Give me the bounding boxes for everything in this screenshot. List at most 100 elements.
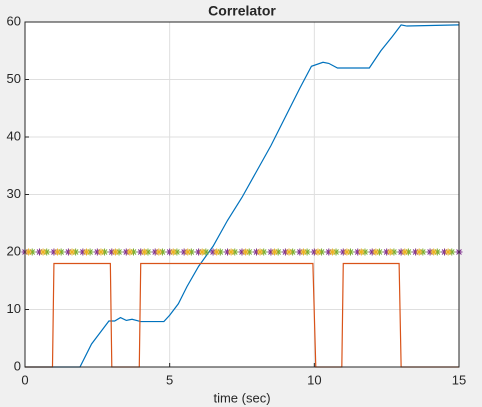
star-marker <box>224 248 232 256</box>
star-marker <box>216 248 224 256</box>
star-marker <box>50 248 58 256</box>
star-marker <box>144 248 152 256</box>
star-marker <box>354 248 362 256</box>
star-marker <box>383 248 391 256</box>
line-series <box>25 24 460 368</box>
star-marker <box>267 248 275 256</box>
star-marker <box>314 248 322 256</box>
star-marker <box>419 248 427 256</box>
star-marker <box>368 248 376 256</box>
star-marker <box>86 248 94 256</box>
star-marker <box>242 248 250 256</box>
x-tick-label: 15 <box>452 372 466 387</box>
star-marker <box>245 248 253 256</box>
star-marker <box>202 248 210 256</box>
star-marker <box>260 248 268 256</box>
star-marker <box>310 248 318 256</box>
star-marker <box>213 248 221 256</box>
star-marker <box>444 248 452 256</box>
star-marker <box>303 248 311 256</box>
star-marker <box>325 248 333 256</box>
star-marker <box>372 248 380 256</box>
star-marker <box>401 248 409 256</box>
star-marker <box>426 248 434 256</box>
star-marker <box>386 248 394 256</box>
star-marker <box>289 248 297 256</box>
y-tick-label: 40 <box>7 128 21 143</box>
star-marker <box>39 248 47 256</box>
star-marker <box>227 248 235 256</box>
star-marker <box>82 248 90 256</box>
star-marker <box>57 248 65 256</box>
chart-title: Correlator <box>208 3 276 19</box>
star-marker <box>140 248 148 256</box>
star-marker <box>252 248 260 256</box>
star-marker <box>115 248 123 256</box>
star-marker <box>441 248 449 256</box>
star-marker <box>101 248 109 256</box>
star-marker <box>130 248 137 256</box>
star-marker <box>155 248 163 256</box>
star-marker <box>198 248 206 256</box>
star-marker <box>184 248 192 256</box>
star-marker <box>111 248 119 256</box>
star-marker <box>343 248 351 256</box>
star-marker <box>231 248 239 256</box>
line-series <box>25 262 459 368</box>
y-tick-label: 20 <box>7 243 21 258</box>
y-tick-label: 60 <box>7 13 21 28</box>
star-marker <box>151 248 159 256</box>
star-marker <box>180 248 188 256</box>
star-marker <box>430 248 438 256</box>
star-marker <box>285 248 293 256</box>
x-axis-label: time (sec) <box>213 390 270 405</box>
star-marker <box>357 248 365 256</box>
star-marker <box>347 248 354 256</box>
star-marker <box>274 248 282 256</box>
star-marker <box>238 248 246 256</box>
star-marker <box>187 248 195 256</box>
star-marker <box>332 248 340 256</box>
star-marker <box>296 248 304 256</box>
y-tick-label: 0 <box>14 358 21 373</box>
y-tick-label: 30 <box>7 186 21 201</box>
star-marker <box>79 248 87 256</box>
star-marker <box>25 248 33 256</box>
y-tick-label: 50 <box>7 71 21 86</box>
axes-box <box>24 21 460 368</box>
star-marker <box>137 248 145 256</box>
star-marker <box>415 248 423 256</box>
star-marker <box>256 248 264 256</box>
star-marker <box>328 248 336 256</box>
star-marker <box>43 248 51 256</box>
star-marker <box>68 248 76 256</box>
star-marker <box>397 248 405 256</box>
star-marker <box>166 248 174 256</box>
star-marker <box>54 248 62 256</box>
star-marker <box>72 248 80 256</box>
star-marker <box>64 248 72 256</box>
star-marker <box>108 248 116 256</box>
star-marker <box>299 248 307 256</box>
star-marker <box>195 248 203 256</box>
star-marker <box>404 248 412 256</box>
star-marker <box>93 248 101 256</box>
star-marker <box>126 248 134 256</box>
star-marker <box>448 248 456 256</box>
x-tick-label: 5 <box>166 372 173 387</box>
star-marker <box>281 248 289 256</box>
star-marker <box>390 248 398 256</box>
x-tick-label: 0 <box>21 372 28 387</box>
star-marker <box>361 248 369 256</box>
star-marker <box>158 248 166 256</box>
star-marker <box>339 248 347 256</box>
star-marker <box>433 248 441 256</box>
star-marker <box>169 248 177 256</box>
y-tick-label: 10 <box>7 301 21 316</box>
star-marker <box>271 248 279 256</box>
star-marker <box>209 248 217 256</box>
star-marker <box>412 248 420 256</box>
star-marker <box>318 248 326 256</box>
star-marker <box>35 248 43 256</box>
